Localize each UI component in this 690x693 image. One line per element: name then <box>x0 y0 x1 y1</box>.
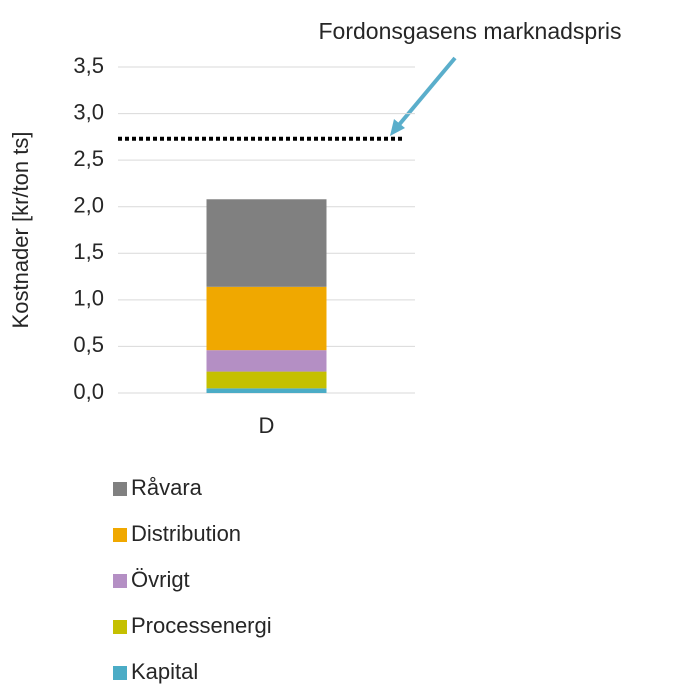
y-tick-label: 2,5 <box>73 146 104 171</box>
bar-segment <box>206 388 327 393</box>
bar-segment <box>206 286 327 351</box>
legend-label: Distribution <box>131 521 241 546</box>
y-tick-label: 0,0 <box>73 379 104 404</box>
legend-label: Övrigt <box>131 567 190 592</box>
y-tick-label: 2,0 <box>73 193 104 218</box>
legend-swatch <box>113 620 127 634</box>
y-tick-label: 0,5 <box>73 332 104 357</box>
y-axis-label: Kostnader [kr/ton ts] <box>8 132 33 329</box>
y-tick-label: 3,0 <box>73 99 104 124</box>
annotation-arrow <box>396 56 457 128</box>
legend-label: Kapital <box>131 659 198 684</box>
legend-swatch <box>113 574 127 588</box>
annotation: Fordonsgasens marknadspris <box>319 18 622 44</box>
legend-label: Processenergi <box>131 613 272 638</box>
bar-segment <box>206 371 327 389</box>
bar-segment <box>206 350 327 372</box>
legend-label: Råvara <box>131 475 203 500</box>
x-tick-label: D <box>259 413 275 438</box>
legend-swatch <box>113 482 127 496</box>
y-tick-label: 1,5 <box>73 239 104 264</box>
bar-segment <box>206 199 327 287</box>
annotation-arrowhead <box>390 119 405 136</box>
legend-swatch <box>113 666 127 680</box>
y-tick-label: 1,0 <box>73 286 104 311</box>
y-tick-label: 3,5 <box>73 53 104 78</box>
legend-swatch <box>113 528 127 542</box>
